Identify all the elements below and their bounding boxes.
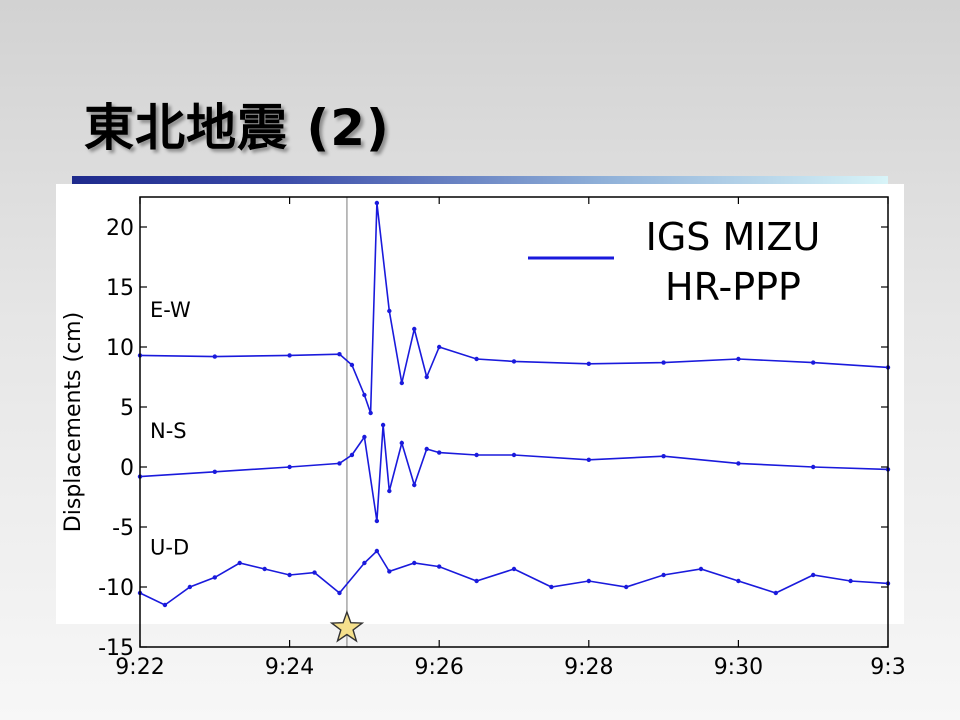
series-point [848,578,853,584]
x-tick-label: 9:28 [564,655,613,680]
series-point [736,461,741,466]
series-line-n-s [139,424,889,522]
chart-panel [56,184,904,624]
series-point [698,566,704,572]
series-point [474,356,479,362]
series-point [474,452,479,458]
series-point [337,352,342,357]
x-tick-label: 9:3 [870,655,905,680]
series-point [811,464,816,470]
series-point [237,560,242,566]
y-tick-label: 15 [106,276,134,301]
series-point [368,410,373,416]
series-point [511,359,517,364]
legend-label-line2: HR-PPP [665,265,801,309]
series-point [412,326,417,332]
series-point [811,360,816,365]
series-line-u-d [139,549,889,606]
series-point [437,564,442,569]
series-label-e-w: E-W [150,298,191,322]
series-point [424,374,429,380]
series-point [511,452,517,458]
series-point [399,440,404,446]
series-point [362,434,367,440]
series-point [374,548,380,554]
series-point [362,392,367,398]
series-point [412,482,417,488]
series-point [412,560,417,566]
title-rule [72,176,888,184]
series-point [736,578,741,584]
x-tick-label: 9:24 [265,655,314,680]
y-tick-label: 10 [106,336,134,361]
series-point [424,446,429,452]
series-point [337,461,342,466]
series-label-u-d: U-D [150,536,189,560]
series-point [162,602,168,608]
star-shape [329,609,365,643]
series-point [380,422,386,428]
series-point [374,518,380,524]
slide-title: 東北地震 (2) [84,99,390,157]
series-point [437,344,442,350]
series-point [262,566,267,572]
series-point [661,360,666,365]
series-point [586,361,591,366]
y-tick-label: 0 [120,456,134,481]
series-point [187,584,193,590]
series-point [437,450,442,455]
legend: IGS MIZU HR-PPP [528,215,820,309]
x-tick-label: 9:22 [115,655,164,680]
series-point [349,452,355,458]
series-labels: E-W N-S U-D [150,298,191,560]
series-label-n-s: N-S [150,419,187,443]
chart-series [137,200,891,608]
series-point [349,362,355,368]
series-point [287,464,292,470]
series-point [374,200,380,206]
x-axis-ticks: 9:22 9:24 9:26 9:28 9:30 9:3 [115,197,906,680]
series-point [387,488,392,494]
x-tick-label: 9:30 [714,655,763,680]
series-point [212,354,217,359]
series-point [362,560,367,566]
y-tick-label: 20 [106,216,134,241]
series-point [661,454,666,459]
y-tick-label: -15 [98,636,134,661]
series-point [287,353,292,358]
series-point [586,578,591,584]
series-point [287,572,292,578]
series-point [212,469,217,474]
series-point [586,457,591,462]
series-point [661,572,666,578]
y-tick-label: -5 [112,516,134,541]
series-point [773,590,778,596]
series-point [736,356,741,362]
legend-label-line1: IGS MIZU [646,215,821,259]
series-point [399,380,404,386]
series-point [624,584,629,590]
series-point [474,578,479,584]
series-point [511,566,517,572]
series-point [387,308,392,314]
mainshock-star-icon [329,609,365,643]
y-tick-label: -10 [98,576,134,601]
series-point [212,575,217,580]
x-tick-label: 9:26 [414,655,463,680]
series-point [549,584,554,590]
series-line-e-w [139,202,889,414]
series-point [312,570,317,575]
series-point [337,590,342,596]
y-axis-title: Displacements (cm) [61,312,86,532]
series-point [387,569,392,574]
y-axis-ticks: -15 -10 -5 0 5 10 15 20 [98,216,888,661]
plot-frame [139,196,889,648]
series-point [811,572,816,578]
y-tick-label: 5 [120,396,134,421]
